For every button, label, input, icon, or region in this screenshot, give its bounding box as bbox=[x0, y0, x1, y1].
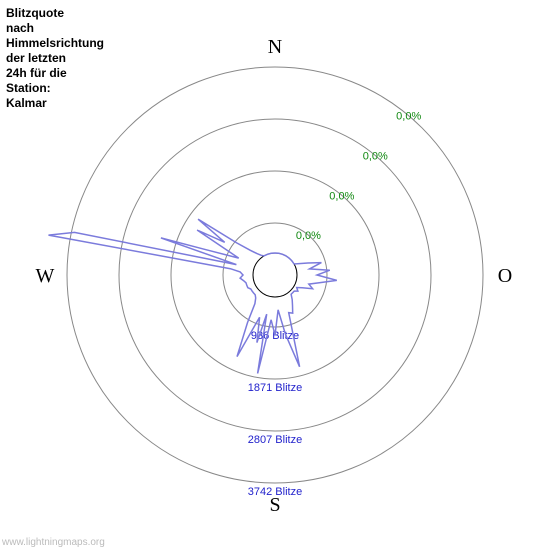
dir-n: N bbox=[268, 36, 282, 58]
ring-pct-label: 0,0% bbox=[329, 190, 354, 202]
ring-pct-label: 0,0% bbox=[296, 230, 321, 242]
chart-container: Blitzquote nach Himmelsrichtung der letz… bbox=[0, 0, 550, 550]
polar-trace bbox=[49, 219, 337, 373]
ring-count-label: 1871 Blitze bbox=[248, 382, 302, 394]
ring-pct-label: 0,0% bbox=[396, 111, 421, 123]
polar-chart: NSWO0,0%0,0%0,0%0,0%936 Blitze1871 Blitz… bbox=[0, 0, 550, 550]
ring-pct-label: 0,0% bbox=[363, 150, 388, 162]
ring-count-label: 3742 Blitze bbox=[248, 486, 302, 498]
ring-count-label: 2807 Blitze bbox=[248, 434, 302, 446]
dir-e: O bbox=[498, 265, 512, 287]
dir-w: W bbox=[36, 265, 55, 287]
